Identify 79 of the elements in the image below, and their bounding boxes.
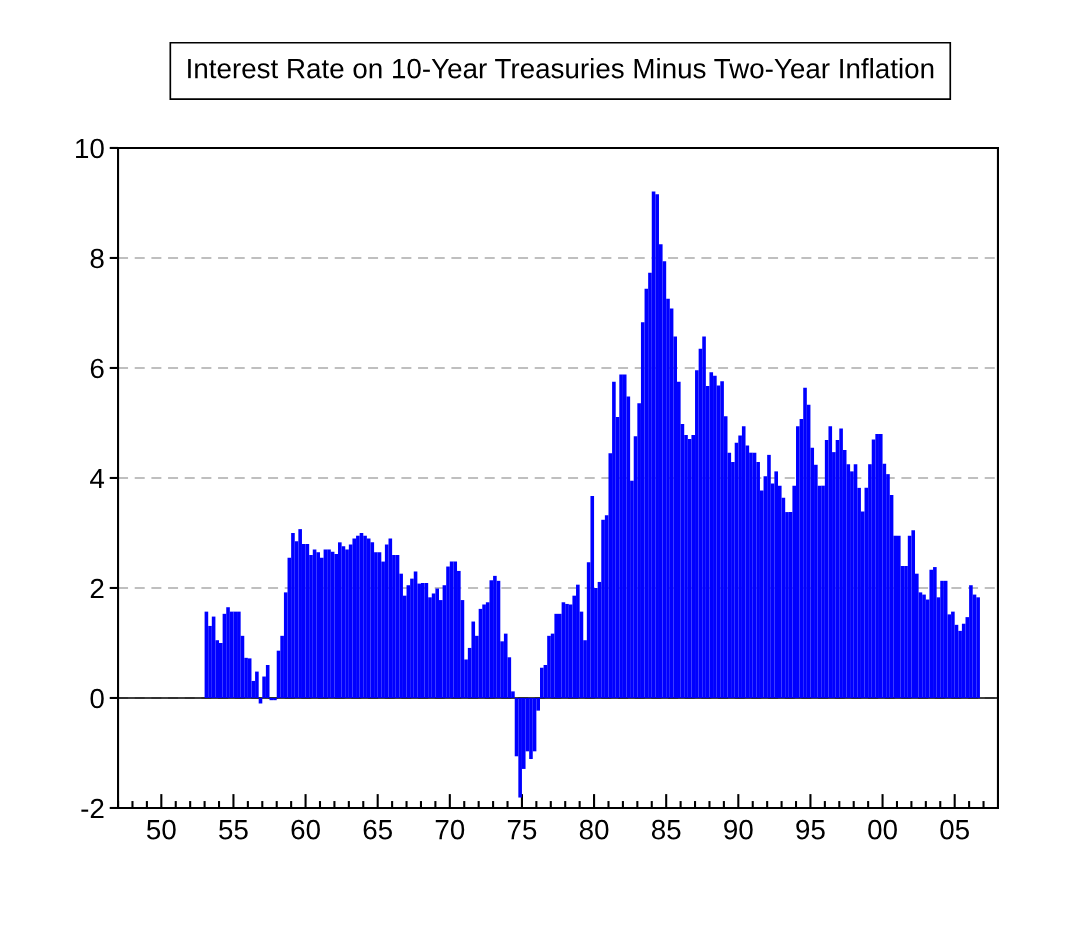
- bar: [622, 374, 627, 698]
- y-tick-label: 8: [90, 248, 104, 269]
- bar: [298, 529, 302, 698]
- bar: [933, 567, 937, 698]
- x-tick-label: 60: [291, 819, 320, 840]
- bar: [839, 428, 843, 698]
- bar: [803, 387, 807, 698]
- bar: [345, 549, 349, 698]
- bar: [565, 603, 569, 698]
- bar: [446, 566, 450, 698]
- bar: [327, 549, 331, 698]
- bar: [489, 580, 494, 698]
- bar: [619, 374, 623, 698]
- bar: [929, 569, 934, 698]
- bar: [291, 532, 295, 698]
- x-tick-label: 95: [796, 819, 825, 840]
- y-tick-label: 0: [90, 688, 104, 709]
- bar: [774, 471, 778, 698]
- bar: [493, 575, 497, 698]
- x-tick-label: 50: [146, 819, 176, 840]
- bar: [233, 611, 238, 698]
- bar: [471, 621, 476, 698]
- bar: [529, 697, 533, 760]
- bar: [265, 664, 270, 698]
- bar: [741, 426, 746, 698]
- bar: [767, 454, 771, 698]
- bar: [702, 336, 706, 698]
- bar: [969, 585, 973, 698]
- bar: [828, 426, 833, 698]
- bar: [482, 604, 486, 698]
- bar: [420, 583, 425, 698]
- x-tick-label: 00: [868, 819, 897, 840]
- bar: [590, 496, 595, 698]
- bar: [976, 597, 980, 698]
- y-tick-label: 4: [90, 468, 105, 489]
- bar: [226, 607, 230, 698]
- bar: [453, 561, 458, 698]
- bar: [554, 613, 558, 698]
- bar: [713, 375, 717, 698]
- bar: [709, 372, 714, 698]
- bar: [316, 552, 320, 698]
- x-tick-label: 75: [507, 820, 537, 840]
- bar: [720, 381, 724, 698]
- y-tick-label: 2: [90, 578, 104, 599]
- bar: [518, 697, 522, 798]
- x-tick-label: 05: [940, 819, 969, 840]
- bar: [612, 381, 616, 698]
- bar: [356, 535, 360, 698]
- bar: [547, 635, 551, 698]
- bar: [875, 433, 879, 698]
- bar: [370, 542, 375, 698]
- bar: [922, 594, 926, 698]
- bar: [435, 588, 439, 698]
- x-tick-label: 55: [219, 820, 248, 840]
- bar: [237, 611, 241, 698]
- y-tick-label: 6: [90, 358, 104, 379]
- bar: [655, 194, 659, 698]
- bar: [911, 530, 916, 698]
- bar: [601, 519, 605, 698]
- bar: [352, 538, 357, 698]
- x-tick-label: 85: [651, 819, 681, 840]
- bar: [951, 611, 955, 698]
- bar: [273, 697, 277, 701]
- bar: [363, 535, 367, 698]
- x-tick-label: 65: [363, 819, 392, 840]
- x-tick-label: 70: [435, 819, 465, 840]
- bar: [338, 542, 342, 698]
- bar: [576, 584, 580, 698]
- x-tick-label: 80: [579, 819, 609, 840]
- bar: [539, 667, 544, 698]
- x-tick-label: 90: [724, 819, 753, 840]
- y-tick-label: 10: [76, 138, 104, 159]
- bar: [878, 433, 883, 698]
- y-tick-label: -2: [81, 798, 104, 819]
- bar: [503, 633, 508, 698]
- bar: [255, 671, 259, 698]
- bar: [896, 535, 901, 698]
- chart-title: Interest Rate on 10-Year Treasuries Minus Two-Year Inflation: [188, 58, 934, 79]
- bar: [940, 580, 944, 698]
